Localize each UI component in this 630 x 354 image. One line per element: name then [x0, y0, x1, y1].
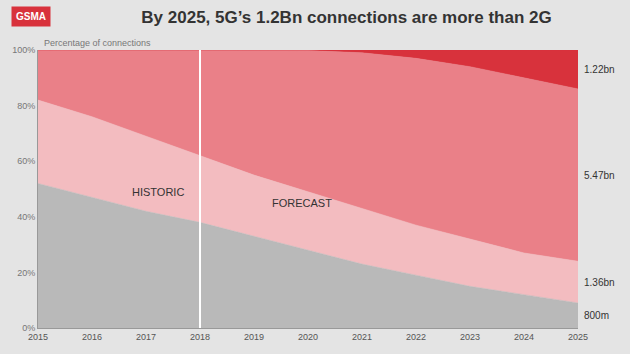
svg-text:1.22bn: 1.22bn: [584, 64, 615, 75]
svg-text:80%: 80%: [17, 101, 35, 111]
svg-text:0%: 0%: [22, 323, 35, 333]
svg-text:2019: 2019: [244, 332, 264, 342]
svg-text:FORECAST: FORECAST: [272, 197, 332, 209]
svg-text:HISTORIC: HISTORIC: [132, 186, 184, 198]
svg-text:100%: 100%: [12, 45, 35, 55]
svg-text:2023: 2023: [460, 332, 480, 342]
svg-text:2022: 2022: [406, 332, 426, 342]
svg-text:2015: 2015: [28, 332, 48, 342]
svg-text:2021: 2021: [352, 332, 372, 342]
svg-text:60%: 60%: [17, 156, 35, 166]
svg-text:2016: 2016: [82, 332, 102, 342]
svg-text:5.47bn: 5.47bn: [584, 170, 615, 181]
svg-text:2025: 2025: [568, 332, 588, 342]
svg-text:20%: 20%: [17, 268, 35, 278]
svg-text:1.36bn: 1.36bn: [584, 277, 615, 288]
svg-text:40%: 40%: [17, 212, 35, 222]
svg-text:By 2025, 5G’s 1.2Bn connection: By 2025, 5G’s 1.2Bn connections are more…: [141, 8, 551, 27]
svg-text:Percentage of connections: Percentage of connections: [44, 38, 151, 48]
svg-text:800m: 800m: [584, 310, 609, 321]
svg-text:2024: 2024: [514, 332, 534, 342]
svg-text:2017: 2017: [136, 332, 156, 342]
svg-text:GSMA: GSMA: [16, 11, 46, 22]
svg-text:2018: 2018: [190, 332, 210, 342]
svg-text:2020: 2020: [298, 332, 318, 342]
